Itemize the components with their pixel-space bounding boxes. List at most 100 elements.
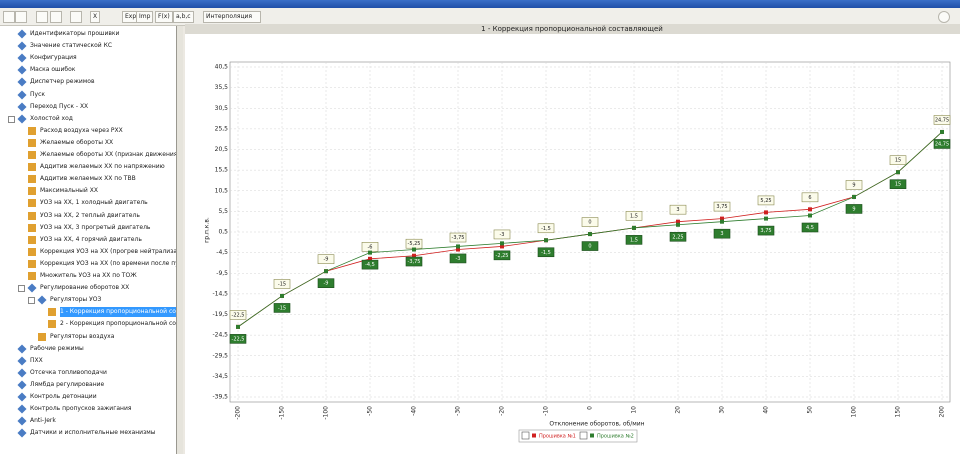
tree-icon [48, 320, 56, 329]
tree-item[interactable]: 1 - Коррекция пропорциональной составля.… [60, 307, 176, 318]
y-tick-label: 20,5 [215, 146, 229, 153]
toolbar-button[interactable]: a,b,c [173, 11, 194, 23]
tree-item[interactable]: Диспетчер режимов [30, 78, 95, 86]
tree-item[interactable]: Значение статической КС [30, 42, 113, 50]
value-label-box [625, 235, 643, 245]
tree-icon [17, 77, 27, 87]
value-label-box [581, 217, 599, 227]
icon-button[interactable] [50, 11, 62, 23]
point-marker [896, 170, 900, 175]
tree-icon [17, 41, 27, 51]
tree-item[interactable]: ПХХ [30, 356, 43, 364]
tree-item[interactable]: Пуск [30, 90, 45, 98]
tree-icon [17, 368, 27, 378]
tree-item[interactable]: Желаемые обороты ХХ [40, 138, 114, 146]
point-marker [632, 225, 636, 230]
legend-checkbox[interactable] [579, 431, 588, 440]
tree-item[interactable]: Максимальный ХХ [40, 187, 98, 195]
tree-icon [28, 235, 36, 244]
value-label-box [669, 231, 687, 242]
toolbar: X Exp Imp F(x) a,b,c Интерполяция [0, 8, 960, 26]
tree-item[interactable]: УОЗ на ХХ, 2 теплый двигатель [40, 211, 140, 219]
value-label-box [229, 334, 247, 344]
tree-icon [17, 29, 27, 39]
tree-item[interactable]: Расход воздуха через РХХ [40, 126, 123, 134]
tree-item[interactable]: Коррекция УОЗ на ХХ (по времени после пу… [40, 259, 177, 267]
y-tick-label: 40,5 [215, 64, 229, 71]
tree-item[interactable]: Контроль пропусков зажигания [30, 405, 132, 413]
value-label-box [405, 256, 423, 267]
icon-button[interactable] [3, 11, 15, 23]
tree-icon [28, 272, 36, 280]
tree-item[interactable]: Переход Пуск - ХХ [30, 102, 89, 110]
value-label-box [537, 247, 555, 258]
toolbar-button[interactable]: Imp [136, 11, 154, 23]
tree-item[interactable]: Отсечка топливоподачи [30, 368, 107, 376]
expander[interactable] [8, 115, 15, 123]
icon-button[interactable] [36, 11, 48, 23]
tree-item[interactable]: Идентификаторы прошивки [30, 30, 120, 37]
point-marker [456, 244, 460, 249]
toolbar-button[interactable]: F(x) [155, 11, 173, 23]
point-marker [852, 194, 856, 199]
tree-icon [17, 344, 27, 354]
value-label-box [801, 222, 819, 233]
tree-item[interactable]: Холостой ход [30, 114, 73, 122]
point-marker [676, 219, 680, 224]
tree-item[interactable]: Регулирование оборотов ХХ [40, 284, 130, 292]
value-label: -1,5 [541, 250, 551, 256]
x-axis-label: Отклонение оборотов, об/мин [549, 421, 644, 428]
point-marker [720, 219, 724, 224]
tree-item[interactable]: Контроль детонации [30, 393, 97, 400]
point-marker [236, 324, 240, 329]
tree-item[interactable]: 2 - Коррекция пропорциональной составля.… [60, 320, 176, 328]
tree-item[interactable]: УОЗ на ХХ, 3 прогретый двигатель [40, 223, 151, 231]
tree-item[interactable]: УОЗ на ХХ, 4 горячий двигатель [40, 235, 142, 243]
tree-item[interactable]: Регуляторы УОЗ [50, 296, 102, 304]
tree-item[interactable]: Коррекция УОЗ на ХХ (прогрев нейтрализат… [40, 247, 177, 255]
legend-label: Прошивка №1 [539, 434, 576, 440]
tree-item[interactable]: Аддитив желаемых ХХ по напряжению [40, 163, 165, 171]
value-label: 15 [895, 158, 901, 164]
tree-icon [38, 332, 46, 341]
point-marker [412, 247, 416, 252]
tree-item[interactable]: Лямбда регулирование [30, 380, 105, 388]
expander[interactable] [28, 297, 35, 305]
tree-item[interactable]: Множитель УОЗ на ХХ по ТОЖ [40, 272, 137, 279]
tree-item[interactable]: Маска ошибок [30, 66, 76, 74]
tree-item[interactable]: УОЗ на ХХ, 1 холодный двигатель [40, 199, 148, 207]
tree-item[interactable]: Конфигурация [30, 54, 77, 62]
icon-button[interactable] [70, 11, 82, 23]
tree-icon [17, 53, 27, 63]
x-tick-label: 20 [675, 406, 682, 414]
tree-item[interactable]: Регуляторы воздуха [50, 332, 115, 340]
value-label: -6 [368, 244, 373, 250]
tree-icon [28, 247, 36, 256]
value-label-box [449, 232, 467, 243]
value-label: -3,75 [452, 235, 465, 241]
icon-button[interactable] [938, 11, 950, 23]
tree-item[interactable]: Аддитив желаемых ХХ по ТВВ [40, 175, 136, 183]
icon-button[interactable] [15, 11, 27, 23]
tree-icon [28, 138, 36, 147]
x-tick-label: 100 [851, 406, 858, 418]
dropdown[interactable]: Интерполяция [203, 11, 261, 23]
legend-swatch [590, 433, 594, 438]
tree-icon [28, 223, 36, 232]
expander[interactable] [18, 285, 25, 293]
tree-item[interactable]: Датчики и исполнительные механизмы [30, 429, 156, 437]
tree-item[interactable]: Рабочие режимы [30, 344, 84, 352]
y-tick-label: -9,5 [216, 270, 228, 277]
tree-item[interactable]: Anti-Jerk [30, 417, 56, 425]
point-marker [940, 129, 944, 134]
tree-item[interactable]: Желаемые обороты ХХ (признак движения) [40, 151, 177, 158]
tree-icon [28, 211, 36, 220]
x-tick-label: -50 [367, 406, 374, 416]
toolbar-button[interactable]: X [90, 11, 101, 23]
legend-checkbox[interactable] [521, 431, 530, 440]
value-label: -22,5 [232, 312, 245, 318]
scrollbar [177, 26, 183, 454]
x-tick-label: -20 [499, 406, 506, 416]
value-label: 1,5 [630, 237, 638, 243]
